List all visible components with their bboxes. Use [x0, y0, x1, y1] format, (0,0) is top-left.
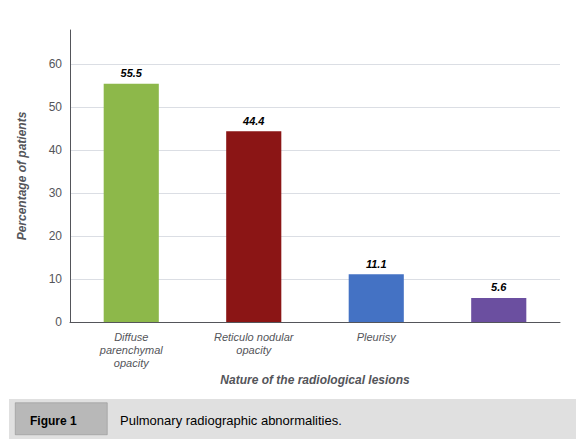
- svg-text:20: 20: [49, 229, 63, 243]
- svg-text:0: 0: [55, 315, 62, 329]
- svg-text:40: 40: [49, 143, 63, 157]
- svg-text:Reticulo nodular: Reticulo nodular: [214, 331, 295, 343]
- svg-text:Nature of the radiological les: Nature of the radiological lesions: [220, 373, 410, 387]
- svg-text:Pleurisy: Pleurisy: [357, 331, 398, 343]
- svg-text:30: 30: [49, 186, 63, 200]
- svg-text:10: 10: [49, 272, 63, 286]
- svg-text:Diffuse: Diffuse: [114, 331, 148, 343]
- svg-text:Figure 1: Figure 1: [30, 414, 77, 428]
- svg-text:Pulmonary radiographic abnorma: Pulmonary radiographic abnormalities.: [120, 413, 342, 428]
- svg-text:Percentage of patients: Percentage of patients: [15, 111, 29, 240]
- svg-text:11.1: 11.1: [366, 258, 387, 270]
- svg-text:50: 50: [49, 100, 63, 114]
- svg-text:5.6: 5.6: [491, 281, 507, 293]
- svg-text:parenchymal: parenchymal: [99, 344, 164, 356]
- svg-text:opacity: opacity: [236, 344, 272, 356]
- svg-text:44.4: 44.4: [242, 115, 264, 127]
- svg-text:opacity: opacity: [114, 357, 150, 369]
- svg-text:60: 60: [49, 57, 63, 71]
- svg-text:55.5: 55.5: [121, 67, 143, 79]
